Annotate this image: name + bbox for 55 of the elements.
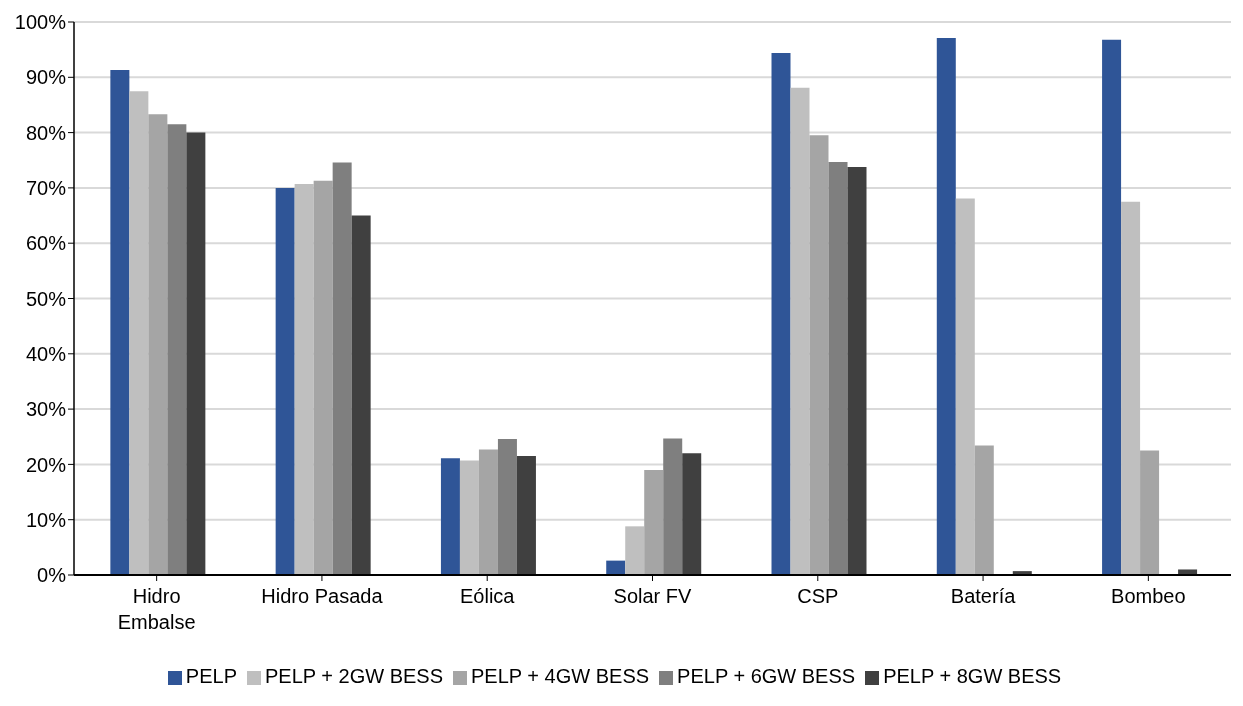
y-tick-label: 60% [25, 232, 67, 255]
bar [1140, 450, 1160, 575]
y-tick-label: 40% [25, 342, 67, 365]
y-tick-label: 10% [25, 508, 67, 531]
bar [440, 458, 460, 575]
bar [313, 180, 333, 575]
bar [828, 161, 848, 575]
bar [771, 52, 791, 575]
y-tick-label: 90% [25, 66, 67, 89]
bar [167, 124, 187, 575]
bar [459, 460, 479, 575]
x-tick-label: Bombeo [1111, 585, 1186, 607]
legend-label: PELP [185, 665, 237, 687]
bar [478, 449, 498, 575]
bar [606, 560, 626, 575]
bar [790, 87, 810, 575]
y-tick-label: 20% [25, 453, 67, 476]
bar [1102, 39, 1122, 575]
bar [294, 184, 314, 575]
bar [974, 445, 994, 575]
legend-label: PELP + 4GW BESS [471, 665, 650, 687]
legend-label: PELP + 6GW BESS [677, 665, 856, 687]
bar [129, 91, 149, 575]
y-tick-label: 100% [14, 11, 67, 34]
bar [186, 132, 206, 575]
bar [516, 456, 536, 575]
bar [351, 215, 371, 575]
y-tick-label: 70% [25, 177, 67, 199]
x-tick-label: Eólica [459, 585, 516, 607]
bar [1178, 569, 1198, 575]
bar [663, 438, 683, 575]
bar [332, 162, 352, 575]
bar [1121, 201, 1141, 575]
y-tick-label: 80% [25, 121, 67, 144]
bar [936, 38, 956, 575]
legend-label: PELP + 2GW BESS [264, 665, 444, 687]
x-tick-label: Hidro Pasada [261, 585, 384, 607]
x-tick-label: CSP [797, 585, 839, 607]
bar [955, 198, 975, 575]
bar [809, 135, 829, 575]
y-tick-label: 0% [37, 564, 67, 587]
x-tick-label: Batería [950, 585, 1017, 607]
bar [682, 453, 702, 575]
bar [625, 526, 645, 575]
bar [148, 114, 168, 575]
bar [497, 438, 517, 575]
y-tick-label: 50% [25, 287, 67, 310]
bar [644, 469, 664, 575]
bar [110, 70, 130, 575]
legend-label: PELP + 8GW BESS [883, 665, 1062, 687]
y-tick-label: 30% [25, 398, 67, 421]
bar [275, 187, 295, 575]
x-tick-label: Hidro Embalse [117, 585, 196, 633]
bar [847, 166, 867, 575]
x-tick-label: Solar FV [613, 585, 693, 607]
